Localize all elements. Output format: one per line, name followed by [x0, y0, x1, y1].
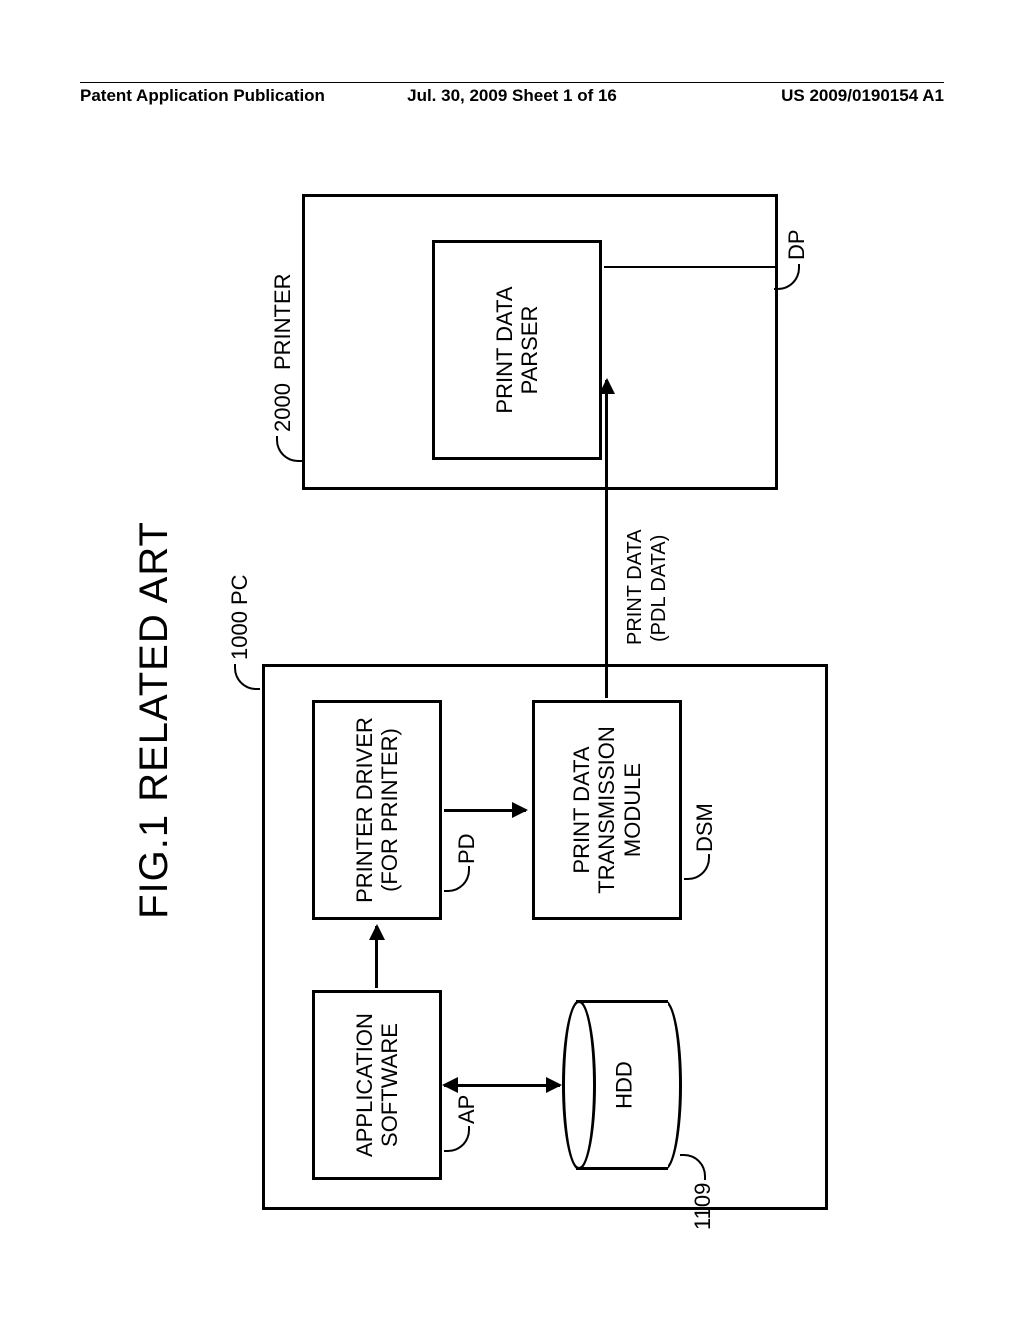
- printer-leader: [276, 436, 302, 462]
- node-tx-label: PRINT DATATRANSMISSIONMODULE: [569, 726, 645, 893]
- header-right: US 2009/0190154 A1: [656, 86, 944, 106]
- pc-label: PC: [227, 574, 253, 605]
- node-driver-label: PRINTER DRIVER(FOR PRINTER): [352, 717, 403, 903]
- edge-label-2: (PDL DATA): [648, 535, 671, 642]
- printer-label: PRINTER: [270, 273, 296, 370]
- arrow-tx-to-parser: [605, 380, 608, 698]
- dp-ref: DP: [784, 229, 810, 260]
- pd-ref: PD: [454, 833, 480, 864]
- header-left: Patent Application Publication: [80, 86, 368, 106]
- ap-ref: AP: [454, 1095, 480, 1124]
- hdd-label: HDD: [612, 1000, 638, 1170]
- dp-leader: [774, 264, 800, 290]
- node-print-data-parser: PRINT DATAPARSER: [432, 240, 602, 460]
- pc-leader: [234, 664, 260, 690]
- arrow-app-to-driver: [375, 926, 378, 988]
- node-printer-driver: PRINTER DRIVER(FOR PRINTER): [312, 700, 442, 920]
- node-app-label: APPLICATIONSOFTWARE: [352, 1013, 403, 1157]
- dp-leader-v: [604, 266, 776, 268]
- figure-title: FIG.1 RELATED ART: [132, 190, 177, 1250]
- figure-1: FIG.1 RELATED ART 1000 PC 2000 PRINTER A…: [132, 190, 892, 1250]
- dsm-ref: DSM: [692, 803, 718, 852]
- header-mid: Jul. 30, 2009 Sheet 1 of 16: [368, 86, 656, 106]
- pc-ref: 1000: [227, 611, 253, 660]
- arrow-app-hdd: [444, 1084, 560, 1087]
- node-transmission-module: PRINT DATATRANSMISSIONMODULE: [532, 700, 682, 920]
- node-application-software: APPLICATIONSOFTWARE: [312, 990, 442, 1180]
- printer-ref: 2000: [270, 383, 296, 432]
- node-parser-label: PRINT DATAPARSER: [492, 286, 543, 413]
- hdd-ref: 1109: [690, 1183, 716, 1230]
- arrow-driver-to-tx: [444, 809, 526, 812]
- edge-label-1: PRINT DATA: [624, 529, 647, 645]
- node-hdd: HDD: [562, 1000, 682, 1170]
